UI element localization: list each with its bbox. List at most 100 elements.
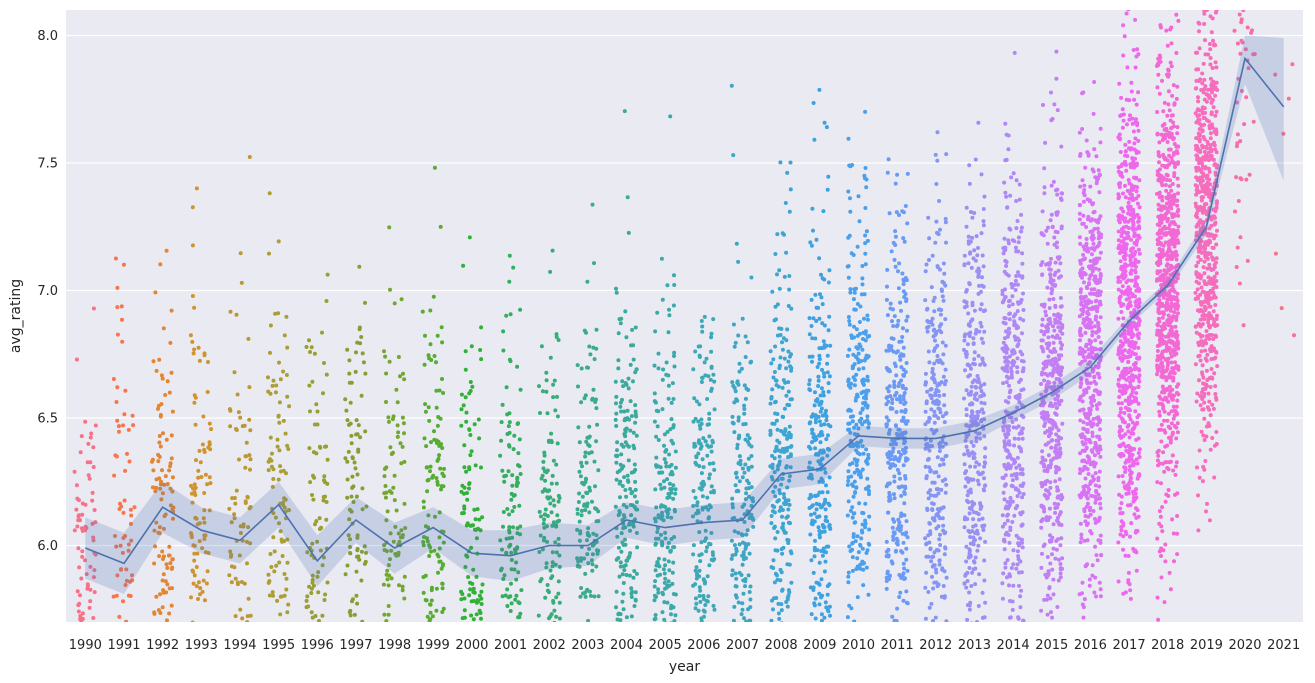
data-point xyxy=(590,562,595,567)
data-point xyxy=(863,394,868,399)
data-point xyxy=(964,354,969,359)
data-point xyxy=(782,356,787,361)
data-point xyxy=(459,423,464,428)
data-point xyxy=(821,546,826,551)
data-point xyxy=(976,120,981,125)
data-point xyxy=(1003,190,1008,195)
data-point xyxy=(905,535,910,540)
data-point xyxy=(976,291,981,296)
data-point xyxy=(121,536,126,540)
data-point xyxy=(1054,76,1059,81)
data-point xyxy=(473,463,478,468)
data-point xyxy=(620,484,625,488)
data-point xyxy=(585,365,589,370)
data-point xyxy=(712,467,717,472)
data-point xyxy=(557,600,562,605)
data-point xyxy=(1017,392,1022,397)
data-point xyxy=(849,251,854,256)
data-point xyxy=(390,417,395,422)
data-point xyxy=(864,229,869,234)
data-point xyxy=(1098,427,1102,432)
data-point xyxy=(268,435,273,440)
data-point xyxy=(819,272,823,277)
data-point xyxy=(700,457,705,462)
data-point xyxy=(813,435,818,439)
data-point xyxy=(350,485,355,490)
data-point xyxy=(1014,323,1019,328)
data-point xyxy=(1019,588,1024,593)
data-point xyxy=(577,469,582,474)
data-point xyxy=(968,464,973,469)
data-point xyxy=(809,512,813,517)
data-point xyxy=(515,475,520,480)
data-point xyxy=(899,409,904,414)
data-point xyxy=(885,569,890,574)
data-point xyxy=(425,478,430,483)
data-point xyxy=(358,435,363,440)
data-point xyxy=(277,400,282,405)
data-point xyxy=(655,424,660,429)
data-point xyxy=(400,588,405,593)
data-point xyxy=(132,505,137,510)
data-point xyxy=(825,608,830,613)
data-point xyxy=(1006,238,1011,243)
data-point xyxy=(537,632,541,636)
data-point xyxy=(623,440,628,445)
data-point xyxy=(981,264,986,269)
data-point xyxy=(549,431,554,436)
data-point xyxy=(1052,235,1057,240)
data-point xyxy=(931,619,935,622)
data-point xyxy=(1012,472,1017,477)
data-point xyxy=(190,568,195,573)
data-point xyxy=(633,409,638,414)
data-point xyxy=(860,381,865,385)
data-point xyxy=(630,589,635,594)
data-point xyxy=(658,504,663,509)
data-point xyxy=(786,359,791,364)
data-point xyxy=(321,498,326,503)
data-point xyxy=(1009,415,1014,420)
data-point xyxy=(441,540,446,545)
data-point xyxy=(852,470,857,475)
data-point xyxy=(1040,260,1045,265)
data-point xyxy=(1054,432,1059,437)
data-point xyxy=(749,359,754,364)
data-point xyxy=(551,598,556,603)
data-point xyxy=(938,463,942,468)
data-point xyxy=(856,360,861,365)
data-point xyxy=(317,527,322,531)
data-point xyxy=(1042,191,1047,196)
data-point xyxy=(1039,519,1044,524)
data-point xyxy=(165,566,170,570)
data-point xyxy=(772,596,776,601)
data-point xyxy=(420,309,425,314)
data-point xyxy=(631,357,636,362)
data-point xyxy=(1048,267,1053,272)
data-point xyxy=(1077,217,1082,222)
data-point xyxy=(828,630,832,634)
data-point xyxy=(1004,345,1009,349)
data-point xyxy=(981,360,986,365)
data-point xyxy=(596,594,601,599)
data-point xyxy=(469,344,474,349)
data-point xyxy=(1097,469,1102,474)
data-point xyxy=(322,478,326,483)
data-point xyxy=(930,564,935,569)
data-point xyxy=(167,544,172,549)
data-point xyxy=(856,367,861,372)
data-point xyxy=(583,624,587,628)
data-point xyxy=(543,478,548,483)
data-point xyxy=(967,181,972,186)
data-point xyxy=(1054,335,1059,340)
data-point xyxy=(973,464,978,469)
data-point xyxy=(938,227,942,232)
data-point xyxy=(625,473,630,478)
data-point xyxy=(284,373,289,377)
data-point xyxy=(691,514,695,519)
data-point xyxy=(620,540,625,545)
data-point xyxy=(347,610,352,615)
data-point xyxy=(1085,309,1090,314)
data-point xyxy=(825,453,830,458)
data-point xyxy=(629,414,634,419)
data-point xyxy=(468,453,473,458)
